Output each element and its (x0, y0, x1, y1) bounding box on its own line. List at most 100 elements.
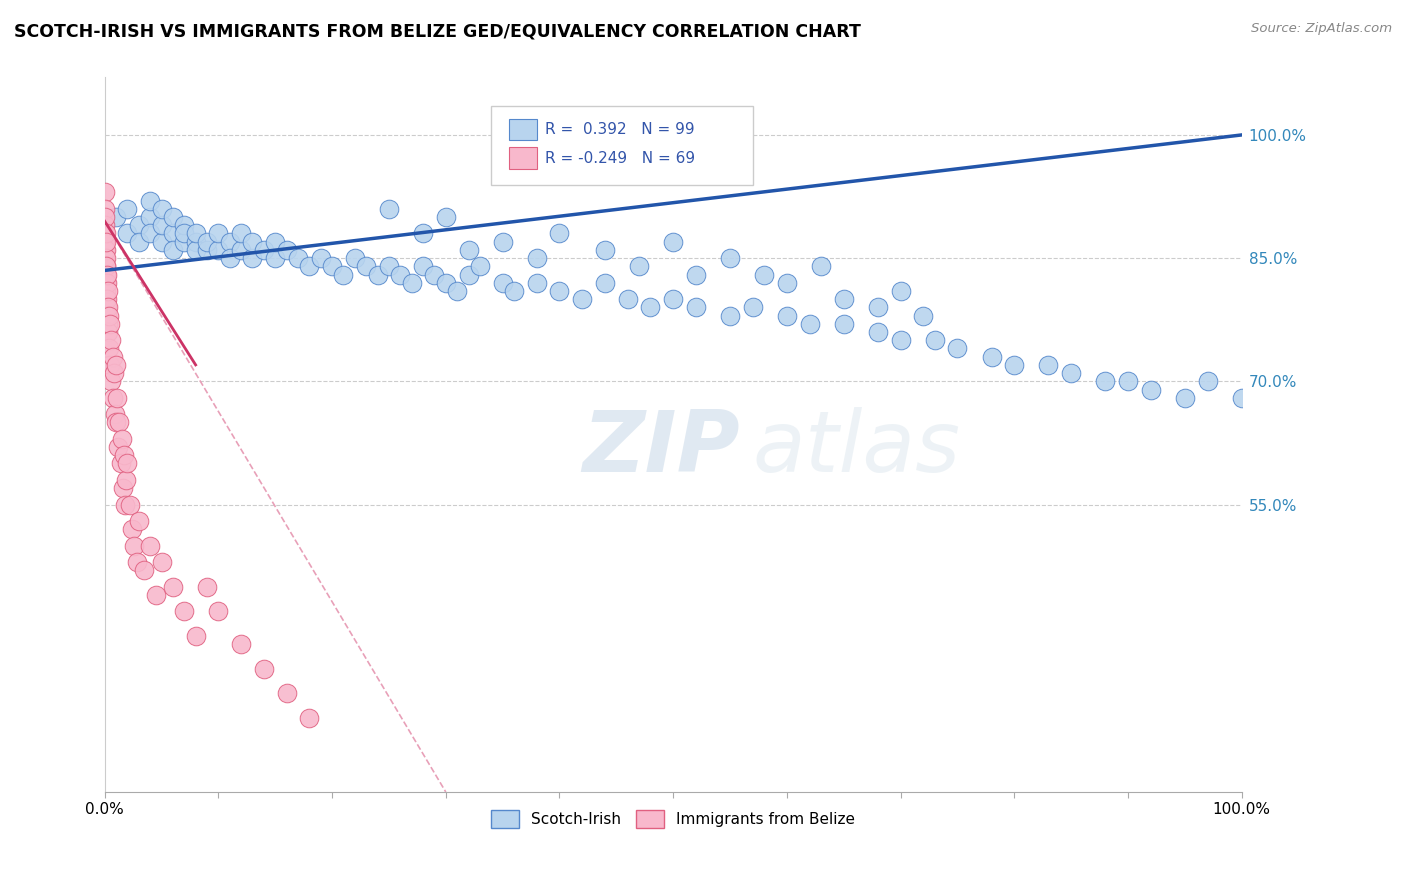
Point (139, 194, 162, 208)
Point (412, 260, 434, 274)
Point (184, 243, 207, 257)
Point (354, 260, 377, 274)
Point (218, 235, 240, 249)
Point (571, 292, 593, 306)
Point (412, 227, 434, 241)
Point (468, 260, 491, 274)
Point (96, 309, 118, 323)
Point (752, 268, 775, 282)
Point (434, 210, 457, 224)
Point (97, 284, 120, 298)
Point (94, 268, 117, 282)
Point (150, 235, 173, 249)
Point (890, 333, 912, 347)
Point (866, 325, 889, 339)
Point (616, 292, 638, 306)
Point (548, 227, 571, 241)
Point (112, 448, 135, 462)
Point (207, 227, 229, 241)
Point (115, 473, 138, 487)
Point (662, 292, 685, 306)
Point (253, 243, 276, 257)
Point (298, 260, 321, 274)
Point (401, 276, 423, 290)
Text: R =  0.392   N = 99: R = 0.392 N = 99 (544, 122, 695, 137)
Point (105, 416, 128, 430)
Point (122, 539, 145, 553)
Point (741, 301, 763, 315)
Point (173, 227, 195, 241)
Point (150, 219, 173, 233)
Point (685, 268, 707, 282)
Point (1197, 374, 1219, 388)
Point (162, 243, 184, 257)
Point (150, 202, 173, 216)
Point (128, 219, 150, 233)
Point (128, 514, 150, 528)
FancyBboxPatch shape (509, 147, 537, 169)
Point (1060, 366, 1083, 380)
Point (96, 292, 118, 306)
Point (94, 251, 117, 265)
Point (103, 366, 125, 380)
FancyBboxPatch shape (491, 106, 752, 185)
Point (287, 251, 309, 265)
Point (218, 251, 240, 265)
Point (810, 260, 832, 274)
Point (97, 325, 120, 339)
Point (253, 662, 276, 676)
Point (98, 358, 121, 372)
Point (195, 235, 218, 249)
Point (662, 235, 685, 249)
Point (423, 268, 446, 282)
Point (173, 235, 195, 249)
Point (276, 243, 298, 257)
Point (593, 243, 616, 257)
Point (125, 555, 148, 569)
Point (776, 309, 799, 323)
Text: SCOTCH-IRISH VS IMMIGRANTS FROM BELIZE GED/EQUIVALENCY CORRELATION CHART: SCOTCH-IRISH VS IMMIGRANTS FROM BELIZE G… (14, 22, 860, 40)
Point (139, 227, 162, 241)
Point (94, 243, 117, 257)
Point (491, 235, 513, 249)
Point (94, 260, 117, 274)
Point (139, 539, 162, 553)
Point (104, 407, 127, 421)
Point (242, 251, 264, 265)
Point (1139, 383, 1161, 397)
Point (367, 268, 389, 282)
Point (548, 284, 571, 298)
Point (378, 202, 401, 216)
Point (110, 457, 132, 471)
Point (94, 227, 117, 241)
Point (96, 268, 118, 282)
Point (309, 251, 332, 265)
Point (195, 243, 218, 257)
Point (593, 276, 616, 290)
Point (343, 251, 366, 265)
Text: ZIP: ZIP (582, 408, 740, 491)
Point (93, 227, 115, 241)
Point (128, 235, 150, 249)
Point (139, 210, 162, 224)
Point (184, 227, 207, 241)
Point (912, 309, 935, 323)
Point (93, 243, 115, 257)
Point (184, 629, 207, 643)
Point (94, 284, 117, 298)
Point (94, 235, 117, 249)
Point (980, 350, 1002, 364)
Point (96, 276, 118, 290)
Point (93, 260, 115, 274)
Point (108, 416, 131, 430)
Point (118, 498, 141, 512)
Point (207, 604, 229, 618)
Point (93, 235, 115, 249)
Point (526, 251, 548, 265)
Point (150, 555, 173, 569)
Point (94, 260, 117, 274)
Point (105, 391, 128, 405)
Point (162, 580, 184, 594)
Point (94, 292, 117, 306)
Point (832, 292, 855, 306)
